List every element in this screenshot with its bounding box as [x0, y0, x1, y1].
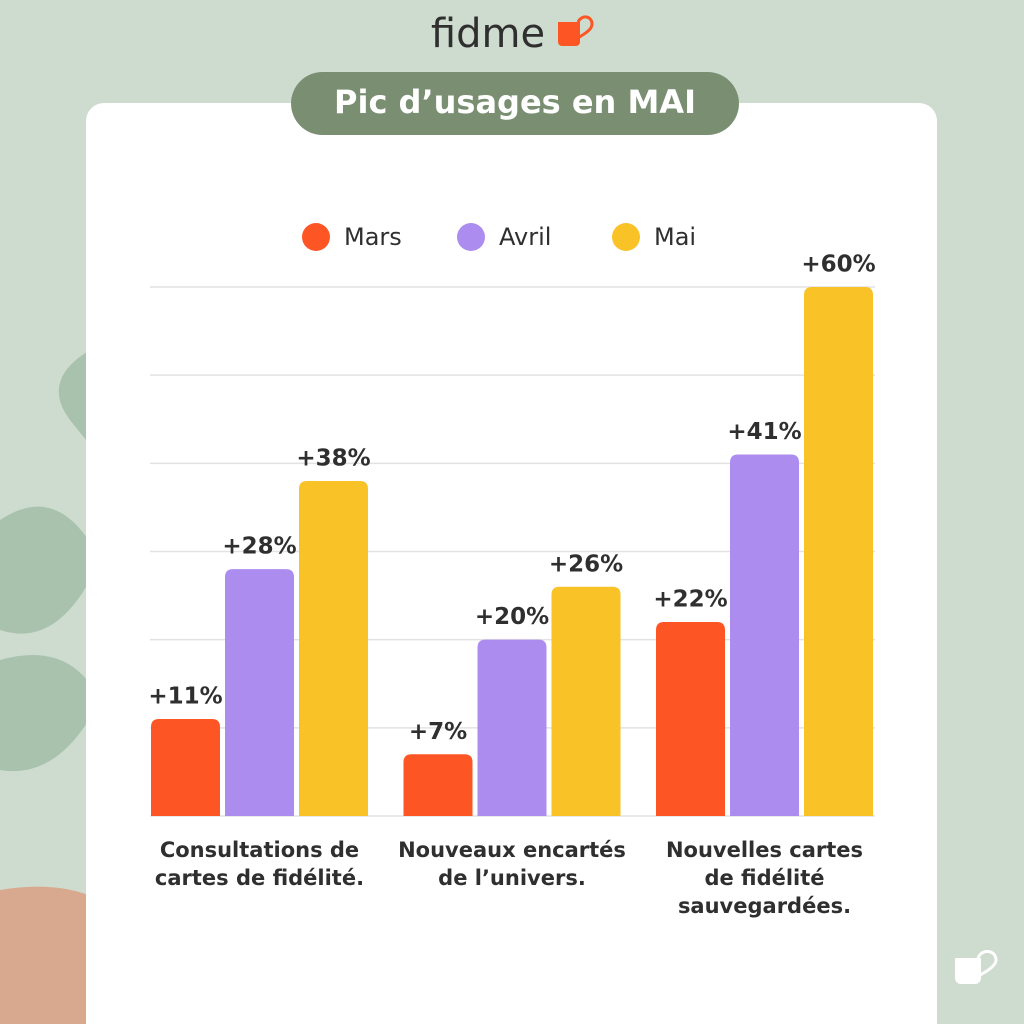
category-label-box: Consultations de cartes de fidélité. — [154, 838, 365, 890]
bar — [225, 569, 294, 816]
title-pill — [291, 72, 739, 135]
bar — [551, 586, 621, 816]
logo-heart — [576, 15, 594, 40]
data-label: +28% — [222, 534, 296, 560]
data-label: +60% — [801, 252, 875, 278]
legend-label: Mai — [654, 223, 696, 251]
data-label: +38% — [296, 445, 370, 471]
legend-label: Mars — [344, 223, 402, 251]
leaf — [0, 506, 100, 634]
data-label: +20% — [475, 604, 549, 630]
bar — [151, 719, 220, 816]
bar — [299, 480, 368, 816]
legend-swatch — [302, 223, 330, 251]
bar — [656, 622, 725, 816]
data-label: +41% — [727, 419, 801, 445]
data-label: +7% — [409, 719, 467, 745]
bar — [477, 639, 547, 816]
data-label: +22% — [653, 587, 727, 613]
legend-swatch — [457, 223, 485, 251]
data-label: +26% — [549, 551, 623, 577]
x-tick-label: Consultations de cartes de fidélité. — [154, 838, 365, 890]
category-label-box: Nouveaux encartés de l’univers. — [398, 838, 626, 890]
bar — [804, 287, 873, 816]
data-label: +11% — [148, 684, 222, 710]
bar — [403, 754, 473, 816]
logo-icon — [558, 22, 580, 46]
legend-swatch — [612, 223, 640, 251]
category-label-box: Nouvelles cartes de fidélité sauvegardée… — [665, 838, 864, 918]
x-tick-label: Nouveaux encartés de l’univers. — [398, 838, 626, 890]
chart-title: Pic d’usages en MAI — [334, 83, 696, 121]
brand: fidme — [431, 11, 545, 57]
corner-icon — [955, 958, 981, 984]
leaf — [0, 655, 100, 772]
x-tick-label: Nouvelles cartes de fidélité sauvegardée… — [665, 838, 864, 918]
legend-label: Avril — [499, 223, 551, 251]
bar — [730, 454, 799, 816]
pot — [0, 886, 100, 1024]
corner-heart — [976, 950, 998, 978]
